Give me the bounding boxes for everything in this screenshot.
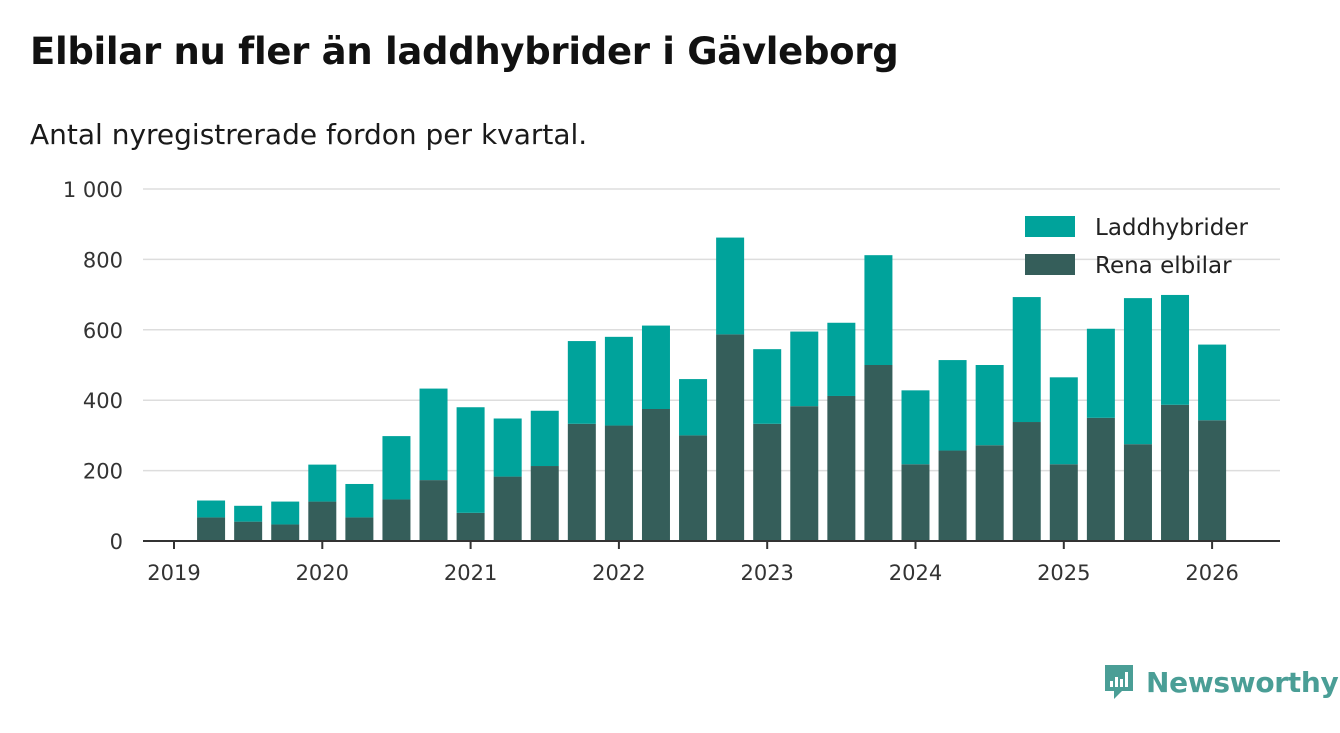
x-tick-label: 2023 <box>740 561 793 585</box>
x-tick-label: 2019 <box>147 561 200 585</box>
bar-rena-elbilar <box>567 423 596 541</box>
y-tick-label: 600 <box>83 319 123 343</box>
bar-rena-elbilar <box>1012 422 1041 541</box>
legend-label-rena-elbilar: Rena elbilar <box>1095 253 1232 279</box>
bar-laddhybrider <box>1198 344 1227 421</box>
bar-laddhybrider <box>234 505 263 522</box>
bar-laddhybrider <box>345 483 374 518</box>
bar-rena-elbilar <box>493 476 522 541</box>
bar-rena-elbilar <box>901 464 930 541</box>
bar-rena-elbilar <box>456 512 485 541</box>
bar-laddhybrider <box>419 388 448 481</box>
bar-laddhybrider <box>938 360 967 451</box>
bar-laddhybrider <box>1086 328 1115 418</box>
bar-laddhybrider <box>679 379 708 436</box>
bar-laddhybrider <box>308 464 337 502</box>
y-tick-label: 0 <box>110 530 123 554</box>
bar-rena-elbilar <box>1161 404 1190 541</box>
bar-laddhybrider <box>493 418 522 477</box>
bar-laddhybrider <box>271 501 300 525</box>
bar-laddhybrider <box>1161 294 1190 405</box>
bar-laddhybrider <box>567 341 596 424</box>
bar-rena-elbilar <box>345 517 374 541</box>
bar-laddhybrider <box>864 255 893 365</box>
bar-rena-elbilar <box>753 423 782 541</box>
bar-laddhybrider <box>456 407 485 513</box>
bar-rena-elbilar <box>382 499 411 541</box>
x-tick-label: 2022 <box>592 561 645 585</box>
bar-rena-elbilar <box>790 406 819 541</box>
bar-laddhybrider <box>604 336 633 426</box>
bar-rena-elbilar <box>1049 464 1078 541</box>
bar-laddhybrider <box>197 500 226 518</box>
bar-laddhybrider <box>716 237 745 335</box>
bar-rena-elbilar <box>827 395 856 541</box>
y-tick-label: 800 <box>83 248 123 272</box>
legend-swatch-laddhybrider <box>1025 216 1075 237</box>
bar-rena-elbilar <box>604 425 633 541</box>
bar-laddhybrider <box>1123 298 1152 445</box>
y-tick-label: 400 <box>83 389 123 413</box>
bar-rena-elbilar <box>938 450 967 541</box>
bar-rena-elbilar <box>271 524 300 541</box>
bar-laddhybrider <box>790 331 819 407</box>
y-tick-label: 200 <box>83 460 123 484</box>
chart-title: Elbilar nu fler än laddhybrider i Gävleb… <box>30 30 899 73</box>
legend-swatch-rena-elbilar <box>1025 254 1075 275</box>
bar-laddhybrider <box>975 365 1004 446</box>
bar-laddhybrider <box>827 322 856 396</box>
newsworthy-logo-icon <box>1105 665 1133 699</box>
brand-name: Newsworthy <box>1146 665 1339 699</box>
bar-laddhybrider <box>382 436 411 500</box>
bar-rena-elbilar <box>234 521 263 541</box>
legend-label-laddhybrider: Laddhybrider <box>1095 215 1248 241</box>
bar-rena-elbilar <box>679 435 708 541</box>
bar-rena-elbilar <box>1198 420 1227 541</box>
x-tick-label: 2026 <box>1185 561 1238 585</box>
bar-laddhybrider <box>901 390 930 465</box>
bar-rena-elbilar <box>530 466 559 541</box>
bar-rena-elbilar <box>1123 444 1152 541</box>
bar-laddhybrider <box>1012 297 1041 423</box>
bar-laddhybrider <box>753 349 782 424</box>
bar-rena-elbilar <box>864 365 893 541</box>
x-tick-label: 2021 <box>444 561 497 585</box>
bar-rena-elbilar <box>419 480 448 541</box>
bar-laddhybrider <box>530 410 559 467</box>
bar-rena-elbilar <box>975 445 1004 541</box>
x-tick-label: 2025 <box>1037 561 1090 585</box>
x-tick-label: 2020 <box>296 561 349 585</box>
x-tick-label: 2024 <box>889 561 942 585</box>
bar-rena-elbilar <box>197 517 226 541</box>
bar-laddhybrider <box>641 325 670 409</box>
chart-subtitle: Antal nyregistrerade fordon per kvartal. <box>30 118 588 151</box>
bar-rena-elbilar <box>716 334 745 541</box>
brand-logo: Newsworthy <box>1102 662 1339 702</box>
bar-rena-elbilar <box>1086 417 1115 541</box>
bar-laddhybrider <box>1049 377 1078 465</box>
bar-rena-elbilar <box>308 501 337 541</box>
bar-rena-elbilar <box>641 409 670 541</box>
y-tick-label: 1 000 <box>63 178 123 202</box>
